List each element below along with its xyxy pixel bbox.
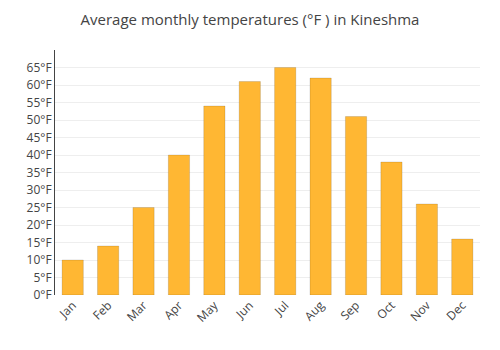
svg-text:50°F: 50°F [27,111,52,128]
svg-text:Dec: Dec [442,297,469,324]
svg-text:40°F: 40°F [27,146,52,163]
svg-text:15°F: 15°F [27,234,52,251]
svg-text:Mar: Mar [123,297,151,325]
svg-text:45°F: 45°F [27,129,52,146]
svg-text:Sep: Sep [336,297,363,324]
svg-text:60°F: 60°F [27,76,52,93]
svg-text:35°F: 35°F [27,164,52,181]
svg-text:65°F: 65°F [27,59,52,76]
svg-text:Jul: Jul [270,297,292,319]
svg-text:Apr: Apr [160,297,186,323]
svg-text:30°F: 30°F [27,181,52,198]
svg-text:Jun: Jun [231,297,256,322]
svg-text:Nov: Nov [406,297,434,325]
svg-text:25°F: 25°F [27,199,52,216]
svg-text:Average monthly temperatures (: Average monthly temperatures (°F ) in Ki… [81,9,420,29]
svg-text:Feb: Feb [89,297,115,323]
svg-text:20°F: 20°F [27,216,52,233]
svg-text:Jan: Jan [55,297,80,322]
svg-text:5°F: 5°F [33,269,51,286]
svg-text:10°F: 10°F [27,251,52,268]
svg-text:0°F: 0°F [33,286,51,303]
svg-text:May: May [193,296,222,325]
svg-text:55°F: 55°F [27,94,52,111]
svg-text:Aug: Aug [300,297,328,325]
svg-text:Oct: Oct [373,297,399,323]
